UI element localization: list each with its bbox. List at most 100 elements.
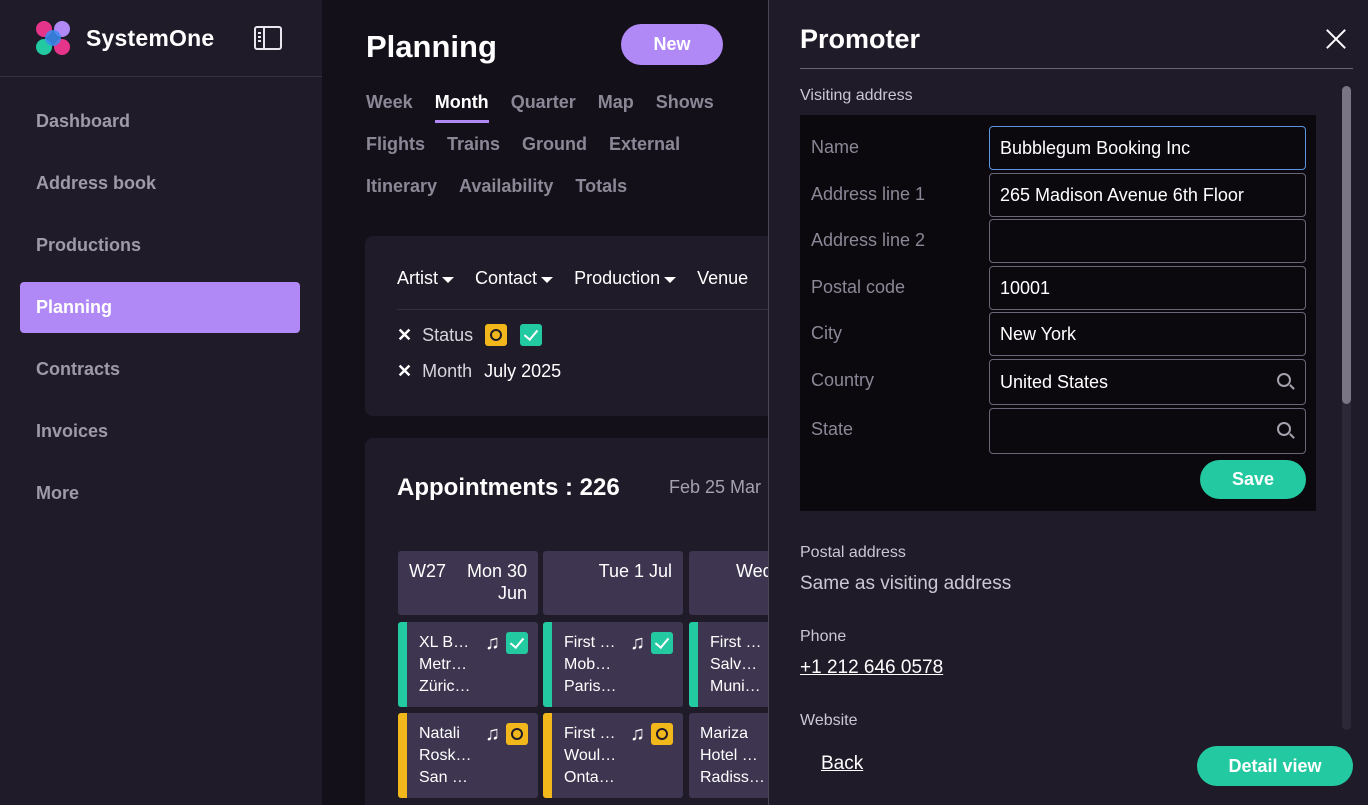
tab-week[interactable]: Week bbox=[366, 92, 413, 112]
tab-availability[interactable]: Availability bbox=[459, 176, 554, 196]
filter-card: Artist Contact Production Venue ✕ Status… bbox=[365, 236, 768, 416]
option-status-icon bbox=[506, 723, 528, 745]
filter-production-dropdown[interactable]: Production bbox=[574, 268, 677, 289]
postal-address-value: Same as visiting address bbox=[800, 573, 1012, 594]
website-label: Website bbox=[800, 712, 858, 729]
remove-filter-icon[interactable]: ✕ bbox=[397, 324, 413, 345]
date-range: Feb 25 Mar bbox=[669, 477, 762, 497]
sidebar-item-invoices[interactable]: Invoices bbox=[36, 421, 109, 441]
appointment-item[interactable]: XL B… Metr… Züric… ♫ bbox=[398, 622, 538, 707]
remove-filter-icon[interactable]: ✕ bbox=[397, 361, 413, 381]
sidebar-item-more[interactable]: More bbox=[36, 483, 80, 503]
promoter-panel: Promoter Visiting address Name Address l… bbox=[768, 0, 1368, 805]
filter-artist-dropdown[interactable]: Artist bbox=[397, 268, 455, 289]
event-line: San … bbox=[419, 769, 468, 786]
state-input[interactable] bbox=[989, 408, 1306, 454]
sidebar-item-dashboard[interactable]: Dashboard bbox=[36, 111, 131, 131]
page-title: Planning bbox=[366, 29, 497, 64]
day-label: Tue 1 Jul bbox=[598, 561, 672, 581]
caret-down-icon bbox=[664, 276, 677, 283]
option-status-icon[interactable] bbox=[485, 324, 508, 346]
search-icon[interactable] bbox=[1277, 422, 1291, 436]
music-note-icon: ♫ bbox=[630, 632, 645, 654]
status-bar bbox=[543, 713, 552, 798]
confirmed-status-icon bbox=[651, 632, 673, 654]
postal-code-input[interactable] bbox=[989, 266, 1306, 310]
status-bar bbox=[543, 622, 552, 707]
event-line: First … bbox=[564, 634, 616, 651]
caret-down-icon bbox=[541, 276, 554, 283]
event-line: Rosk… bbox=[419, 747, 472, 764]
event-line: Hotel … bbox=[700, 747, 758, 764]
appointment-item[interactable]: First … Mob… Paris… ♫ bbox=[543, 622, 683, 707]
filter-venue-label: Venue bbox=[697, 268, 749, 288]
sidebar-toggle-icon[interactable] bbox=[254, 26, 282, 50]
status-bar bbox=[398, 622, 407, 707]
tab-quarter[interactable]: Quarter bbox=[510, 92, 576, 112]
status-filter-label: Status bbox=[422, 324, 474, 345]
status-bar bbox=[398, 713, 407, 798]
brand: SystemOne bbox=[0, 0, 322, 77]
tab-map[interactable]: Map bbox=[597, 92, 634, 112]
day-header-tue: Tue 1 Jul bbox=[543, 551, 683, 615]
sidebar-item-productions[interactable]: Productions bbox=[36, 235, 142, 255]
state-label: State bbox=[811, 419, 854, 439]
event-line: Paris… bbox=[564, 678, 617, 695]
postal-address-label: Postal address bbox=[800, 544, 906, 561]
tab-flights[interactable]: Flights bbox=[366, 134, 425, 154]
event-line: Züric… bbox=[419, 678, 471, 695]
visiting-address-label: Visiting address bbox=[800, 87, 913, 104]
month-filter-chip: ✕ Month July 2025 bbox=[397, 361, 561, 382]
back-link[interactable]: Back bbox=[821, 753, 864, 774]
caret-down-icon bbox=[442, 276, 455, 283]
city-label: City bbox=[811, 323, 842, 343]
sidebar-item-contracts[interactable]: Contracts bbox=[36, 359, 121, 379]
detail-view-button[interactable]: Detail view bbox=[1197, 746, 1353, 786]
sidebar: SystemOne Dashboard Address book Product… bbox=[0, 0, 322, 805]
month-filter-label: Month bbox=[422, 361, 473, 381]
tab-shows[interactable]: Shows bbox=[655, 92, 714, 112]
scrollbar-thumb[interactable] bbox=[1342, 86, 1351, 404]
sidebar-item-planning[interactable]: Planning bbox=[20, 282, 300, 333]
name-input[interactable] bbox=[989, 126, 1306, 170]
save-button[interactable]: Save bbox=[1200, 460, 1306, 499]
filter-venue-dropdown[interactable]: Venue bbox=[697, 268, 748, 289]
planning-tabs: Week Month Quarter Map Shows Flights Tra… bbox=[366, 89, 768, 215]
event-line: Mob… bbox=[564, 656, 612, 673]
brand-name: SystemOne bbox=[86, 24, 215, 51]
close-icon[interactable] bbox=[1325, 28, 1347, 50]
systemone-logo-icon bbox=[36, 21, 70, 55]
tab-itinerary[interactable]: Itinerary bbox=[366, 176, 438, 196]
new-button[interactable]: New bbox=[621, 24, 723, 65]
city-input[interactable] bbox=[989, 312, 1306, 356]
phone-link[interactable]: +1 212 646 0578 bbox=[800, 657, 944, 678]
appointment-item[interactable]: First … Woul… Onta… ♫ bbox=[543, 713, 683, 798]
postal-code-label: Postal code bbox=[811, 277, 906, 297]
music-note-icon: ♫ bbox=[485, 632, 500, 654]
event-line: Natali bbox=[419, 725, 460, 742]
appointment-item[interactable]: First … Salv… Muni… bbox=[689, 622, 768, 707]
tab-totals[interactable]: Totals bbox=[575, 176, 628, 196]
search-icon[interactable] bbox=[1277, 373, 1291, 387]
tab-month[interactable]: Month bbox=[434, 89, 489, 123]
country-input[interactable] bbox=[989, 359, 1306, 405]
tab-ground[interactable]: Ground bbox=[522, 134, 588, 154]
status-filter-chip: ✕ Status bbox=[397, 324, 543, 346]
appointment-item[interactable]: Natali Rosk… San … ♫ bbox=[398, 713, 538, 798]
sidebar-item-address-book[interactable]: Address book bbox=[36, 173, 157, 193]
address-line-2-input[interactable] bbox=[989, 219, 1306, 263]
visiting-address-form: Name Address line 1 Address line 2 Posta… bbox=[800, 115, 1316, 511]
music-note-icon: ♫ bbox=[630, 723, 645, 745]
tab-trains[interactable]: Trains bbox=[447, 134, 501, 154]
event-line: Metr… bbox=[419, 656, 467, 673]
event-line: XL B… bbox=[419, 634, 470, 651]
event-line: First … bbox=[710, 634, 762, 651]
event-line: Radiss… bbox=[700, 769, 765, 786]
address-line-1-input[interactable] bbox=[989, 173, 1306, 217]
filter-contact-dropdown[interactable]: Contact bbox=[475, 268, 554, 289]
confirmed-status-icon[interactable] bbox=[520, 324, 543, 346]
tab-external[interactable]: External bbox=[609, 134, 681, 154]
status-bar bbox=[689, 622, 698, 707]
appointment-item[interactable]: Mariza Hotel … Radiss… bbox=[689, 713, 768, 798]
panel-scrollbar[interactable] bbox=[1342, 86, 1351, 730]
